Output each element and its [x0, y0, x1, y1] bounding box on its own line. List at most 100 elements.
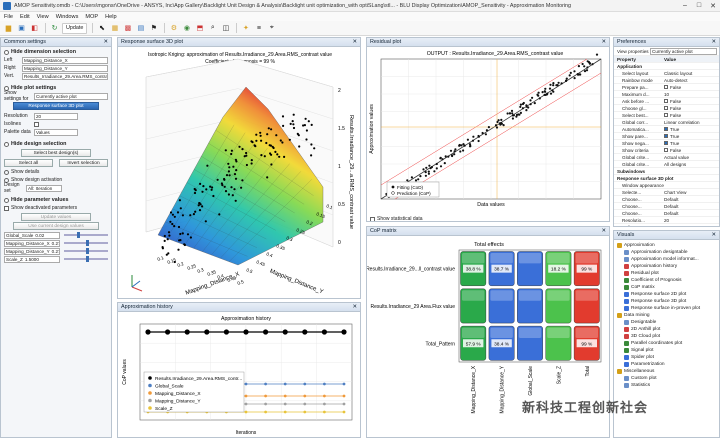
- cop-matrix-chart[interactable]: Total effects 38.8 % 38.7 % 18.2 % 99 % 57.9…: [367, 236, 610, 438]
- close-icon[interactable]: ✕: [601, 39, 606, 45]
- hide-design-toggle[interactable]: Hide design selection: [1, 139, 111, 148]
- visual-item[interactable]: Designtable: [614, 319, 719, 326]
- property-checkbox[interactable]: [664, 99, 668, 103]
- close-icon[interactable]: ✕: [352, 304, 357, 310]
- property-row[interactable]: Rainbow mode Auto-detect: [614, 77, 719, 84]
- filter-icon[interactable]: ⚑: [150, 25, 158, 32]
- property-row[interactable]: Global corr... Linear correlation: [614, 119, 719, 126]
- design-set-select[interactable]: All: Iteration: [26, 184, 62, 192]
- menu-file[interactable]: File: [4, 13, 14, 20]
- property-row[interactable]: Automatica... True: [614, 126, 719, 133]
- property-checkbox[interactable]: [664, 127, 668, 131]
- right-axis-select[interactable]: Mapping_Distance_Y: [22, 64, 108, 72]
- parameter-slider[interactable]: [64, 232, 108, 238]
- menu-more-icon[interactable]: ≡: [256, 24, 261, 32]
- zoom-icon[interactable]: ⌕: [210, 24, 215, 31]
- open-icon[interactable]: ▆: [5, 25, 12, 32]
- visual-group[interactable]: Data mining: [614, 312, 719, 319]
- visual-item[interactable]: Residual plot: [614, 270, 719, 277]
- refresh-icon[interactable]: ↻: [51, 25, 58, 32]
- close-icon[interactable]: ✕: [710, 2, 716, 10]
- close-icon[interactable]: ✕: [711, 39, 716, 45]
- visual-group[interactable]: Approximation: [614, 242, 719, 249]
- property-row[interactable]: Choose... Default: [614, 203, 719, 210]
- property-row[interactable]: Show pare... True: [614, 133, 719, 140]
- target-icon[interactable]: ⌖: [269, 24, 274, 31]
- property-row[interactable]: Choose gl... False: [614, 105, 719, 112]
- property-row[interactable]: Ask before ... False: [614, 98, 719, 105]
- save-icon[interactable]: ▣: [18, 25, 25, 32]
- visual-item[interactable]: Signal plot: [614, 347, 719, 354]
- property-row[interactable]: Global crite... All designs: [614, 161, 719, 168]
- visual-item[interactable]: Response surface 2D plot: [614, 291, 719, 298]
- property-row[interactable]: Choose... Default: [614, 196, 719, 203]
- property-row[interactable]: Select best... False: [614, 112, 719, 119]
- grid-icon[interactable]: ▩: [124, 25, 132, 32]
- property-checkbox[interactable]: [664, 134, 668, 138]
- settings-icon[interactable]: ⚙: [170, 25, 178, 32]
- parameter-value-field[interactable]: Mapping_Distance_Y0.2750: [4, 247, 60, 255]
- camera-icon[interactable]: ◫: [222, 25, 230, 32]
- residual-scatter-chart[interactable]: OUTPUT : Results.Irradiance_29.Area.RMS_…: [367, 47, 610, 213]
- minimize-icon[interactable]: –: [683, 1, 687, 9]
- menu-help[interactable]: Help: [105, 13, 117, 20]
- parameter-slider[interactable]: [64, 248, 108, 254]
- property-row[interactable]: Show criteria False: [614, 147, 719, 154]
- visual-item[interactable]: CoP matrix: [614, 284, 719, 291]
- response-surface-3d-button[interactable]: Response surface 3D plot: [13, 102, 99, 110]
- layout-icon[interactable]: ▦: [111, 25, 119, 32]
- cop-cell[interactable]: [460, 288, 487, 324]
- show-settings-select[interactable]: Currently active plot: [34, 92, 108, 100]
- property-row[interactable]: Choose... Default: [614, 210, 719, 217]
- update-button[interactable]: Update: [62, 22, 88, 34]
- property-row[interactable]: Global crite... Actual value: [614, 154, 719, 161]
- visual-item[interactable]: 2D Anthill plot: [614, 326, 719, 333]
- property-row[interactable]: Select layout Classic layout: [614, 70, 719, 77]
- visual-item[interactable]: Spider plot: [614, 354, 719, 361]
- cop-cell[interactable]: [573, 288, 600, 324]
- property-row[interactable]: Application: [614, 63, 719, 70]
- response-surface-3d-chart[interactable]: Isotropic Kriging: approximation of Resu…: [118, 47, 361, 299]
- visual-item[interactable]: Approximation designtable: [614, 249, 719, 256]
- property-row[interactable]: Selecte... Chart View: [614, 189, 719, 196]
- pointer-icon[interactable]: ⬉: [98, 25, 105, 32]
- select-best-button[interactable]: Select best design(s): [21, 149, 91, 157]
- visual-item[interactable]: Parallel coordinates plot: [614, 340, 719, 347]
- slider-thumb[interactable]: [77, 232, 81, 238]
- property-row[interactable]: Response surface 3D plot: [614, 175, 719, 182]
- parameter-value-field[interactable]: Mapping_Distance_X0.2750: [4, 239, 60, 247]
- cop-cell[interactable]: [517, 251, 543, 286]
- menu-view[interactable]: View: [36, 13, 49, 20]
- show-statistical-checkbox[interactable]: Show statistical data: [367, 215, 609, 221]
- chart-icon[interactable]: ▤: [137, 25, 145, 32]
- visual-item[interactable]: Approximation model informat...: [614, 256, 719, 263]
- visual-item[interactable]: Approximation history: [614, 263, 719, 270]
- property-checkbox[interactable]: [664, 141, 668, 145]
- visual-group[interactable]: Miscellaneous: [614, 368, 719, 375]
- slider-thumb[interactable]: [86, 256, 89, 262]
- property-row[interactable]: Show nega... True: [614, 140, 719, 147]
- visual-item[interactable]: Parametrization: [614, 361, 719, 368]
- hide-parameter-toggle[interactable]: Hide parameter values: [1, 195, 111, 204]
- use-current-design-button[interactable]: Use current design values: [13, 222, 99, 230]
- parameter-slider[interactable]: [64, 256, 108, 262]
- property-row[interactable]: Prepare pa... False: [614, 84, 719, 91]
- left-axis-select[interactable]: Mapping_Distance_X: [22, 56, 108, 64]
- show-deactivated-checkbox[interactable]: Show deactivated parameters: [1, 204, 111, 212]
- cop-cell[interactable]: [545, 325, 572, 361]
- vertical-axis-select[interactable]: Results_Irradiance_29.Area.RMS_contrast: [22, 72, 108, 80]
- visual-item[interactable]: Response surface 3D plot: [614, 298, 719, 305]
- cop-cell[interactable]: [545, 288, 572, 324]
- property-row[interactable]: Resolutio... 20: [614, 217, 719, 224]
- parameter-value-field[interactable]: Global_Scale 0.02: [4, 231, 60, 239]
- visual-item[interactable]: 3D Cloud plot: [614, 333, 719, 340]
- close-icon[interactable]: ✕: [601, 228, 606, 234]
- cop-cell[interactable]: [488, 288, 515, 324]
- property-row[interactable]: Subwindows: [614, 168, 719, 175]
- visual-item[interactable]: Statistics: [614, 382, 719, 389]
- property-checkbox[interactable]: [664, 148, 668, 152]
- property-row[interactable]: Maximum d... 10: [614, 91, 719, 98]
- cop-cell[interactable]: [517, 288, 543, 324]
- slider-thumb[interactable]: [86, 240, 89, 246]
- view-properties-select[interactable]: Currently active plot: [650, 47, 717, 55]
